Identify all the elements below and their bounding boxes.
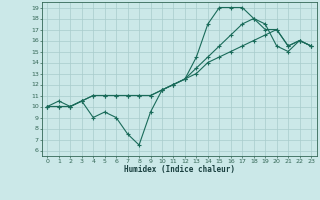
X-axis label: Humidex (Indice chaleur): Humidex (Indice chaleur) bbox=[124, 165, 235, 174]
